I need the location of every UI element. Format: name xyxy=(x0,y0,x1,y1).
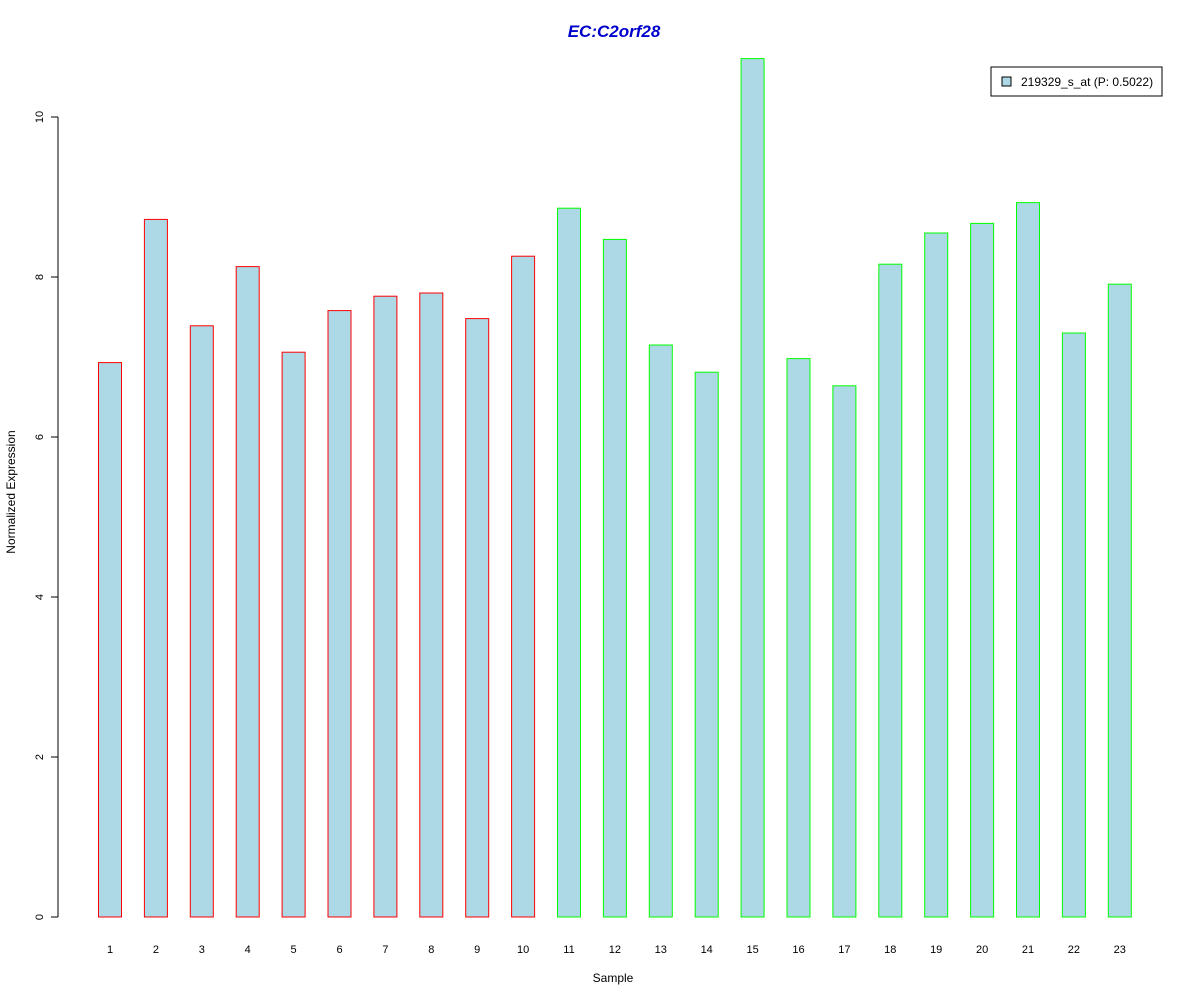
chart-title: EC:C2orf28 xyxy=(568,22,661,41)
x-tick-label: 23 xyxy=(1114,944,1126,956)
x-tick-label: 4 xyxy=(245,944,251,956)
x-tick-label: 8 xyxy=(428,944,434,956)
y-tick-label: 0 xyxy=(34,914,46,920)
bar-sample-8 xyxy=(419,292,444,918)
bar-sample-20 xyxy=(970,222,995,918)
bar-sample-19 xyxy=(924,232,949,918)
legend-swatch xyxy=(1001,76,1012,87)
x-tick-label: 11 xyxy=(563,944,574,956)
x-tick-label: 17 xyxy=(838,944,850,956)
bar-sample-6 xyxy=(327,310,352,918)
x-tick-label: 21 xyxy=(1022,944,1034,956)
bar-sample-11 xyxy=(557,207,581,918)
x-tick-label: 20 xyxy=(976,944,988,956)
y-tick-label: 10 xyxy=(34,111,46,123)
bar-sample-22 xyxy=(1061,332,1086,918)
bar-sample-12 xyxy=(602,238,627,918)
x-tick-label: 14 xyxy=(701,944,713,956)
bar-sample-13 xyxy=(648,344,673,918)
x-tick-labels: 1 2 3 4 5 6 7 8 9 10 11 12 13 14 15 16 17 18 19 20 21 22 23 xyxy=(107,944,1126,956)
x-tick-label: 10 xyxy=(517,944,529,956)
x-tick-label: 16 xyxy=(792,944,804,956)
x-tick-label: 13 xyxy=(655,944,667,956)
x-tick-label: 2 xyxy=(153,944,159,956)
y-tick-label: 6 xyxy=(34,434,46,440)
x-tick-label: 3 xyxy=(199,944,205,956)
bar-sample-23 xyxy=(1107,283,1132,918)
y-tick-label: 8 xyxy=(34,274,46,280)
x-tick-label: 19 xyxy=(930,944,942,956)
bar-sample-10 xyxy=(511,255,536,918)
y-tick-label: 4 xyxy=(34,594,46,600)
x-tick-label: 12 xyxy=(609,944,621,956)
x-tick-label: 15 xyxy=(746,944,758,956)
bar-sample-21 xyxy=(1016,202,1040,918)
x-tick-label: 22 xyxy=(1068,944,1080,956)
bar-sample-4 xyxy=(235,266,260,918)
bar-sample-14 xyxy=(694,371,719,918)
legend-label: 219329_s_at (P: 0.5022) xyxy=(1021,75,1153,89)
y-axis: 0 2 4 6 8 10 xyxy=(34,111,59,920)
x-tick-label: 1 xyxy=(107,944,113,956)
bar-sample-5 xyxy=(281,351,306,918)
x-tick-label: 9 xyxy=(474,944,480,956)
bar-sample-17 xyxy=(832,385,857,918)
x-tick-label: 18 xyxy=(884,944,896,956)
x-tick-label: 6 xyxy=(336,944,342,956)
bar-sample-2 xyxy=(143,218,168,918)
y-axis-title: Normalized Expression xyxy=(4,430,18,553)
bar-sample-15 xyxy=(740,58,765,918)
legend-box xyxy=(990,66,1163,97)
x-axis-title: Sample xyxy=(593,971,634,985)
bar-sample-1 xyxy=(98,362,122,918)
x-tick-label: 5 xyxy=(291,944,297,956)
bar-sample-3 xyxy=(189,325,214,918)
bar-sample-16 xyxy=(786,358,811,918)
bars-group xyxy=(98,58,1132,918)
bar-sample-18 xyxy=(878,263,903,918)
y-tick-label: 2 xyxy=(34,754,46,760)
bar-sample-7 xyxy=(373,295,398,918)
x-tick-label: 7 xyxy=(382,944,388,956)
legend: 219329_s_at (P: 0.5022) xyxy=(990,66,1163,97)
bar-sample-9 xyxy=(465,318,490,918)
